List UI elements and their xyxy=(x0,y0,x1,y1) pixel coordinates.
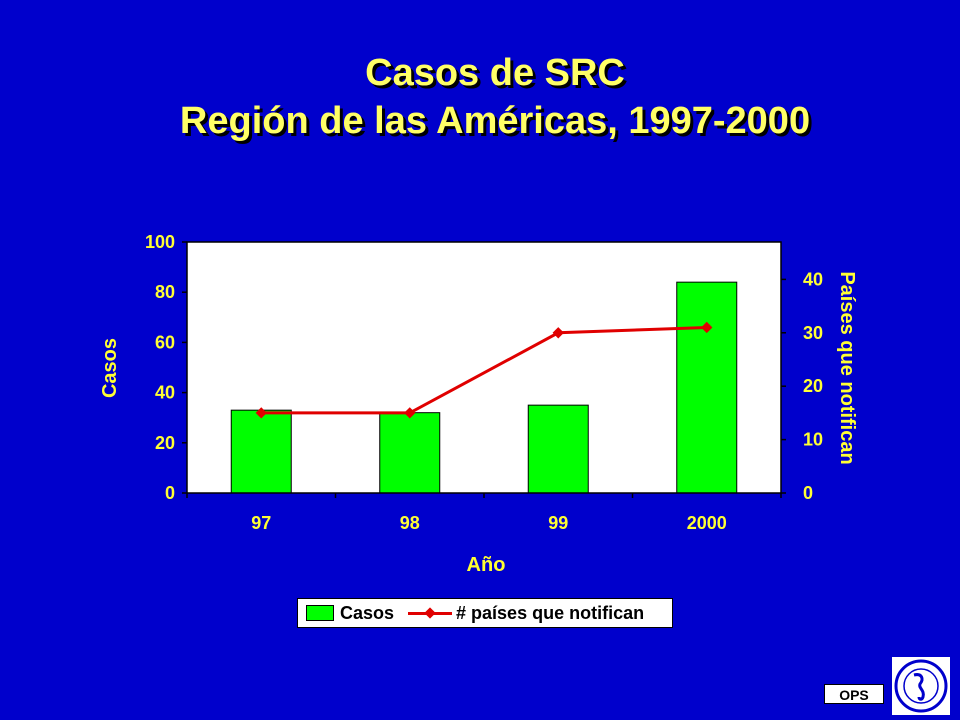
y-tick-label: 60 xyxy=(155,332,175,352)
y-tick-label: 80 xyxy=(155,282,175,302)
bar-casos-2000 xyxy=(676,281,738,494)
y-tick-label: 0 xyxy=(165,483,175,503)
legend-swatch-paises xyxy=(408,606,453,620)
point-paises-98 xyxy=(404,407,416,419)
x-tick-label: 99 xyxy=(548,513,568,533)
chart-legend: Casos # países que notifican xyxy=(297,598,673,628)
x-axis-label: Año xyxy=(467,554,506,576)
y-tick-label: 20 xyxy=(155,433,175,453)
point-paises-99 xyxy=(552,327,564,339)
y-axis-label: Casos xyxy=(99,338,121,398)
paho-logo xyxy=(892,657,950,715)
bar-casos-98 xyxy=(379,412,441,494)
y2-tick-label: 40 xyxy=(803,269,823,289)
point-paises-2000 xyxy=(701,321,713,334)
legend-swatch-casos xyxy=(306,605,334,621)
legend-label-casos: Casos xyxy=(340,602,395,623)
y2-tick-label: 10 xyxy=(803,430,823,450)
y2-tick-label: 20 xyxy=(803,376,823,396)
x-tick-label: 98 xyxy=(400,513,420,533)
legend-label-paises: # países que notifican xyxy=(456,602,645,623)
y2-tick-label: 30 xyxy=(803,323,823,343)
y-tick-label: 100 xyxy=(145,232,175,252)
y2-tick-label: 0 xyxy=(803,483,813,503)
slide-title-line1: Casos de SRC xyxy=(365,52,625,94)
line-paises xyxy=(261,325,707,415)
y-tick-label: 40 xyxy=(155,383,175,403)
bar-casos-97 xyxy=(230,409,292,494)
x-tick-label: 2000 xyxy=(687,513,727,533)
globe-icon xyxy=(894,659,948,713)
ops-footer-label: OPS xyxy=(824,684,884,704)
x-tick-label: 97 xyxy=(251,513,271,533)
bar-casos-99 xyxy=(527,404,589,494)
point-paises-97 xyxy=(255,407,267,419)
slide-title-line2: Región de las Américas, 1997-2000 xyxy=(179,100,811,142)
y2-axis-label: Países que notifican xyxy=(836,271,858,464)
